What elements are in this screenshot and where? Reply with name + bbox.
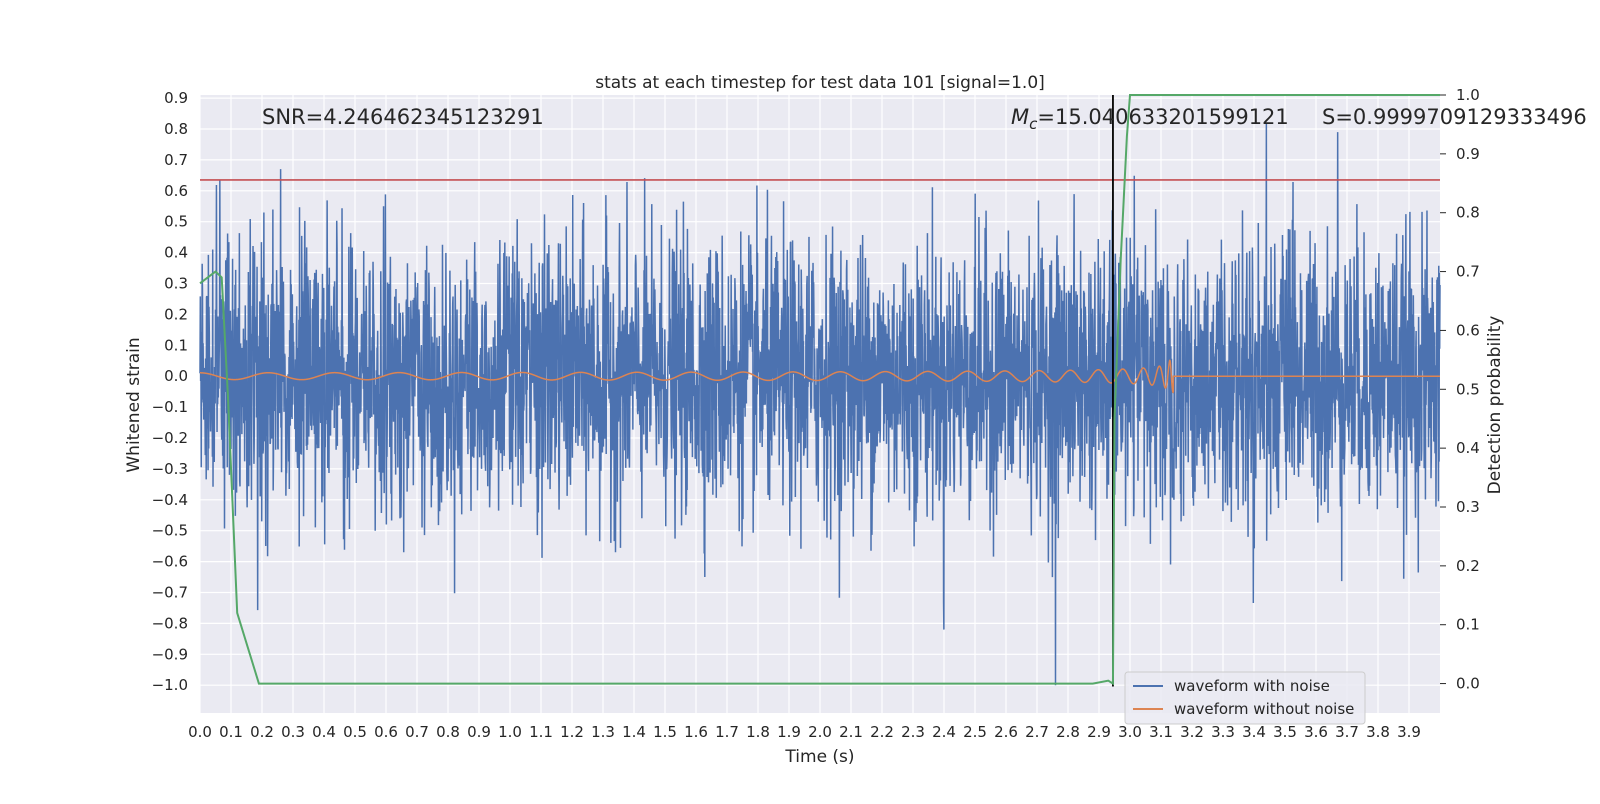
y-tick-label: 0.3 [164,274,188,292]
x-tick-label: 2.2 [870,723,894,741]
y-tick-label: −0.2 [152,429,188,447]
x-tick-label: 0.5 [343,723,367,741]
chirp-mass-value: =15.040633201599121 [1037,105,1288,129]
x-tick-label: 1.5 [653,723,677,741]
x-tick-label: 0.4 [312,723,336,741]
x-tick-label: 2.0 [808,723,832,741]
y2-tick-label: 0.0 [1456,675,1480,693]
x-tick-label: 1.8 [746,723,770,741]
y-tick-label: 0.2 [164,305,188,323]
y-tick-label: −0.3 [152,460,188,478]
y2-tick-label: 1.0 [1456,86,1480,104]
y2-tick-label: 0.4 [1456,439,1480,457]
x-tick-label: 2.7 [1025,723,1049,741]
x-tick-label: 2.8 [1056,723,1080,741]
x-tick-label: 2.4 [932,723,956,741]
x-tick-label: 1.3 [591,723,615,741]
snr-annotation: SNR=4.246462345123291 [262,105,544,129]
series-noise [199,122,1441,686]
x-tick-label: 3.1 [1149,723,1173,741]
series-probability [199,94,1440,686]
x-tick-label: 2.9 [1087,723,1111,741]
legend-label-noise: waveform with noise [1174,677,1330,695]
noise-waveform-line [199,122,1441,686]
y2-axis-label: Detection probability [1485,316,1505,495]
y-tick-label: 0.6 [164,182,188,200]
legend: waveform with noise waveform without noi… [1124,671,1366,725]
y-tick-label: −0.4 [152,491,188,509]
y-tick-label: 0.7 [164,151,188,169]
y-tick-label: 0.8 [164,120,188,138]
x-tick-label: 0.6 [374,723,398,741]
x-tick-label: 0.0 [188,723,212,741]
x-tick-label: 3.0 [1118,723,1142,741]
x-tick-label: 2.1 [839,723,863,741]
x-tick-label: 2.5 [963,723,987,741]
x-tick-label: 1.0 [498,723,522,741]
x-tick-label: 1.9 [777,723,801,741]
chirp-mass-symbol: M [1011,105,1029,129]
x-axis-label: Time (s) [784,747,854,767]
y-tick-label: −0.1 [152,398,188,416]
x-tick-label: 0.8 [436,723,460,741]
y2-tick-label: 0.5 [1456,380,1480,398]
y-tick-label: −0.6 [152,553,188,571]
x-tick-label: 1.4 [622,723,646,741]
x-tick-label: 2.6 [994,723,1018,741]
x-tick-label: 3.7 [1335,723,1359,741]
chirp-mass-subscript: c [1029,115,1038,133]
x-tick-label: 3.3 [1211,723,1235,741]
x-tick-label: 3.5 [1273,723,1297,741]
y2-tick-label: 0.6 [1456,321,1480,339]
x-tick-label: 3.8 [1366,723,1390,741]
x-tick-label: 3.2 [1180,723,1204,741]
score-annotation: S=0.9999709129333496 [1322,105,1587,129]
legend-box [1124,671,1366,725]
y-tick-label: 0.5 [164,213,188,231]
x-tick-label: 0.9 [467,723,491,741]
series-clean [200,359,1440,394]
y-tick-label: 0.0 [164,367,188,385]
tick-labels: 0.0 0.1 0.2 0.3 0.4 0.5 0.6 0.7 0.8 0.9 1.0 1.1 1.2 1… [152,86,1480,741]
clean-waveform-line [200,359,1440,394]
x-tick-label: 1.1 [529,723,553,741]
x-tick-label: 1.7 [715,723,739,741]
y-tick-label: −0.5 [152,522,188,540]
y-axis-label: Whitened strain [124,337,144,472]
x-tick-label: 3.4 [1242,723,1266,741]
x-tick-label: 1.2 [560,723,584,741]
x-tick-label: 0.2 [250,723,274,741]
chirp-mass-annotation: Mc=15.040633201599121 [1011,105,1289,133]
y-tick-label: −1.0 [152,676,188,694]
legend-label-clean: waveform without noise [1174,700,1354,718]
y-tick-label: 0.1 [164,336,188,354]
x-tick-label: 0.3 [281,723,305,741]
y-tick-label: −0.7 [152,583,188,601]
y2-tick-label: 0.1 [1456,616,1480,634]
probability-line [199,94,1440,686]
y-tick-label: 0.4 [164,244,188,262]
x-tick-label: 3.9 [1397,723,1421,741]
y2-tick-label: 0.3 [1456,498,1480,516]
y2-tick-label: 0.9 [1456,145,1480,163]
y-tick-label: −0.9 [152,645,188,663]
y2-tick-label: 0.2 [1456,557,1480,575]
x-tick-label: 3.6 [1304,723,1328,741]
chart-title: stats at each timestep for test data 101… [595,73,1045,93]
x-tick-label: 2.3 [901,723,925,741]
y-tick-label: 0.9 [164,89,188,107]
y-tick-label: −0.8 [152,614,188,632]
y2-tick-label: 0.8 [1456,204,1480,222]
x-tick-label: 1.6 [684,723,708,741]
y2-tick-label: 0.7 [1456,263,1480,281]
x-tick-label: 0.7 [405,723,429,741]
x-tick-label: 0.1 [219,723,243,741]
